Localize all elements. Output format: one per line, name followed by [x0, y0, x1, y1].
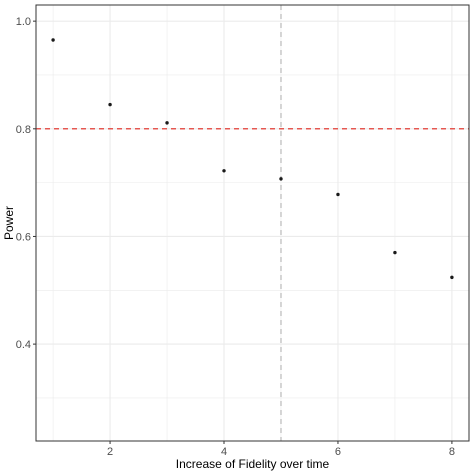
- x-tick-label: 8: [449, 446, 455, 458]
- data-point: [450, 275, 454, 280]
- x-tick-label: 2: [107, 446, 113, 458]
- data-point: [336, 192, 340, 197]
- x-axis-ticks: 2 4 6 8: [107, 441, 455, 458]
- data-point: [165, 121, 169, 125]
- data-point: [393, 250, 397, 255]
- y-tick-label: 0.4: [16, 339, 31, 351]
- x-tick-label: 6: [335, 446, 341, 458]
- data-point: [51, 38, 55, 42]
- data-points: [51, 38, 454, 280]
- y-tick-label: 0.8: [16, 124, 31, 136]
- data-point: [279, 177, 283, 181]
- x-axis-title: Increase of Fidelity over time: [176, 457, 330, 471]
- reference-lines: [36, 5, 469, 441]
- y-axis-ticks: 0.4 0.6 0.8 1.0: [16, 16, 36, 351]
- y-axis-title: Power: [2, 206, 16, 240]
- data-point: [108, 102, 112, 107]
- y-tick-label: 1.0: [16, 16, 31, 28]
- data-point: [222, 169, 226, 173]
- panel-border: [35, 4, 470, 442]
- y-tick-label: 0.6: [16, 231, 31, 243]
- x-tick-label: 4: [221, 446, 227, 458]
